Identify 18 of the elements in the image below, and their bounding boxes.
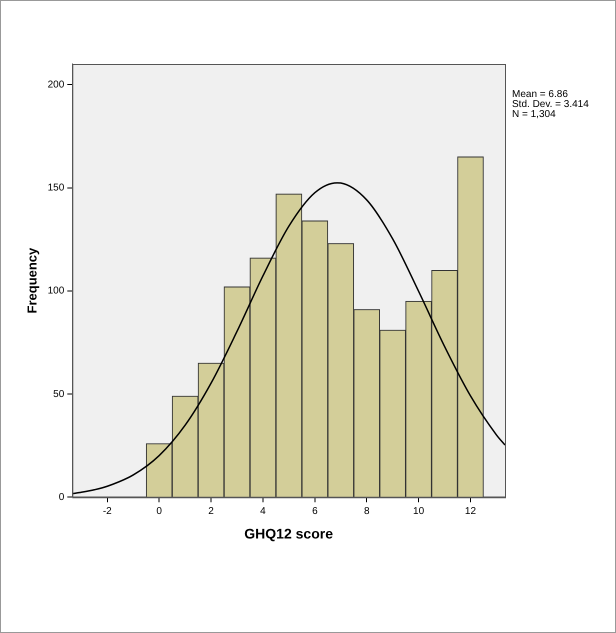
y-tick-label: 100 [48, 286, 65, 297]
x-tick-label: 12 [464, 506, 476, 517]
x-tick-label: 0 [156, 506, 162, 517]
y-axis-title: Frequency [24, 246, 40, 314]
y-tick-label: 0 [58, 492, 65, 503]
y-tick-label: 200 [48, 79, 65, 90]
x-tick-label: 4 [260, 506, 266, 517]
x-tick-label: -2 [102, 506, 112, 517]
x-tick-label: 6 [312, 506, 318, 517]
text: Mean = 6.86 [512, 88, 568, 100]
y-tick-label: 150 [48, 182, 65, 194]
x-tick-label: 2 [208, 506, 214, 517]
x-tick-label: 10 [413, 506, 425, 517]
text: N = 1,304 [512, 108, 556, 120]
text: Std. Dev. = 3.414 [512, 98, 590, 110]
x-tick-label: 8 [364, 506, 370, 517]
y-tick-label: 50 [53, 388, 65, 400]
x-axis-title: GHQ12 score [244, 525, 334, 542]
